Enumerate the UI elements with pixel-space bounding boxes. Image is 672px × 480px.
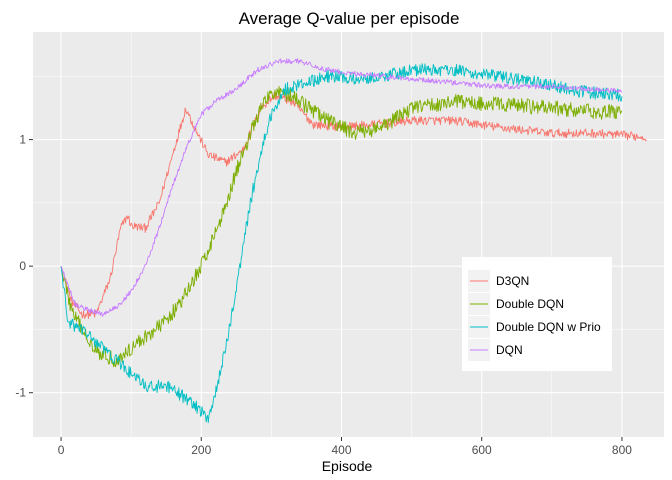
- legend-label-d3qn: D3QN: [496, 274, 529, 288]
- legend: D3QN Double DQN Double DQN w Prio DQN: [462, 257, 612, 371]
- legend-label-double-dqn: Double DQN: [496, 297, 564, 311]
- legend-label-double-dqn-w-prio: Double DQN w Prio: [496, 320, 601, 334]
- series-layer: [60, 58, 647, 424]
- x-axis-title: Episode: [322, 458, 373, 474]
- x-tick-label: 600: [472, 443, 492, 457]
- y-tick-label: -1: [15, 386, 26, 400]
- x-tick-label: 400: [331, 443, 351, 457]
- y-axis-ticks: -1 0 1: [15, 133, 33, 400]
- x-tick-label: 800: [612, 443, 632, 457]
- y-tick-label: 1: [19, 133, 26, 147]
- chart-title: Average Q-value per episode: [239, 9, 460, 28]
- grid: [33, 32, 664, 437]
- x-tick-label: 0: [58, 443, 65, 457]
- y-tick-label: 0: [19, 259, 26, 273]
- series-line-double-dqn: [60, 85, 623, 368]
- series-line-double-dqn-w-prio: [60, 63, 623, 424]
- x-axis-ticks: 0 200 400 600 800: [58, 437, 632, 457]
- series-line-dqn: [60, 58, 623, 317]
- x-tick-label: 200: [191, 443, 211, 457]
- legend-label-dqn: DQN: [496, 343, 523, 357]
- series-line-d3qn: [60, 92, 647, 320]
